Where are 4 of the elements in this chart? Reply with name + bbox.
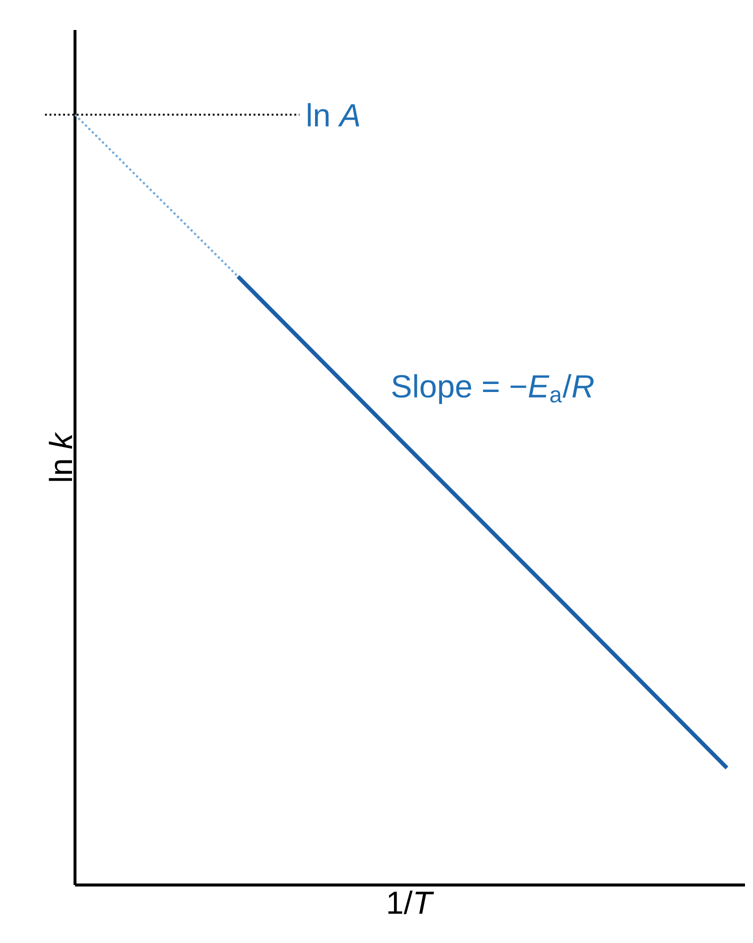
y-axis-title: ln k — [48, 432, 72, 481]
x-axis-title: 1/T — [388, 890, 434, 914]
annotation: Slope = −E$_{a}$/R — [392, 374, 594, 404]
ref-line-label: ln A — [308, 103, 360, 126]
